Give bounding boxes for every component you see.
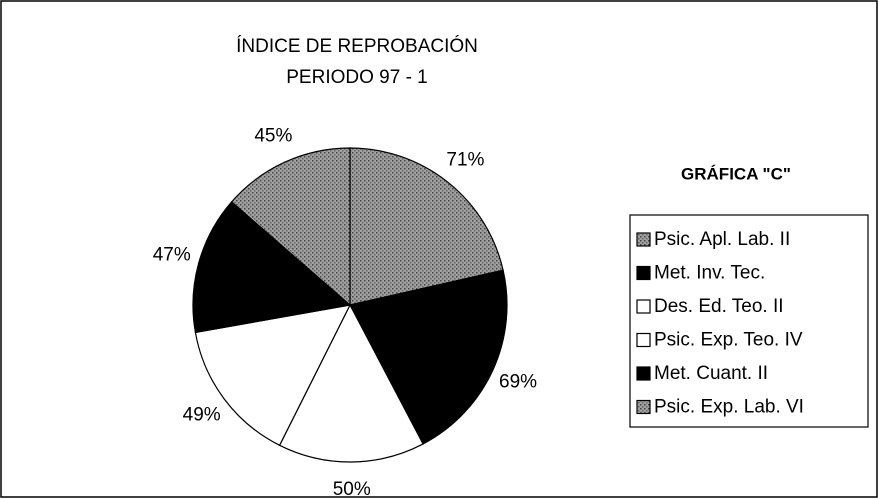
legend-label: Psic. Exp. Teo. IV xyxy=(654,330,803,351)
legend-label: Psic. Apl. Lab. II xyxy=(654,229,790,250)
legend-swatch xyxy=(636,299,651,314)
legend-title: GRÁFICA "C" xyxy=(681,164,791,183)
legend-box xyxy=(629,214,869,428)
legend-swatch xyxy=(636,399,651,415)
legend-swatch xyxy=(636,332,651,348)
legend-label: Met. Cuant. II xyxy=(654,363,768,384)
chart-subtitle: PERIODO 97 - 1 xyxy=(286,67,428,88)
data-label: 47% xyxy=(153,245,191,266)
data-label: 69% xyxy=(499,371,537,392)
legend-label: Des. Ed. Teo. II xyxy=(654,296,784,317)
legend-swatch xyxy=(636,366,651,381)
legend-swatch xyxy=(636,232,651,247)
data-label: 71% xyxy=(446,149,484,170)
pie-slice xyxy=(349,269,508,445)
legend-label: Met. Inv. Tec. xyxy=(654,263,765,284)
pie-slice xyxy=(278,303,424,463)
data-label: 50% xyxy=(333,479,371,499)
data-label: 49% xyxy=(183,405,221,426)
chart-title: ÍNDICE DE REPROBACIÓN xyxy=(236,35,478,57)
pie-slice xyxy=(194,304,352,447)
data-label: 45% xyxy=(254,126,292,147)
pie-slice xyxy=(192,201,352,334)
legend-label: Psic. Exp. Lab. VI xyxy=(654,397,804,418)
legend-swatch xyxy=(636,265,651,281)
pie-slice xyxy=(230,147,351,307)
pie-slice xyxy=(349,147,504,306)
